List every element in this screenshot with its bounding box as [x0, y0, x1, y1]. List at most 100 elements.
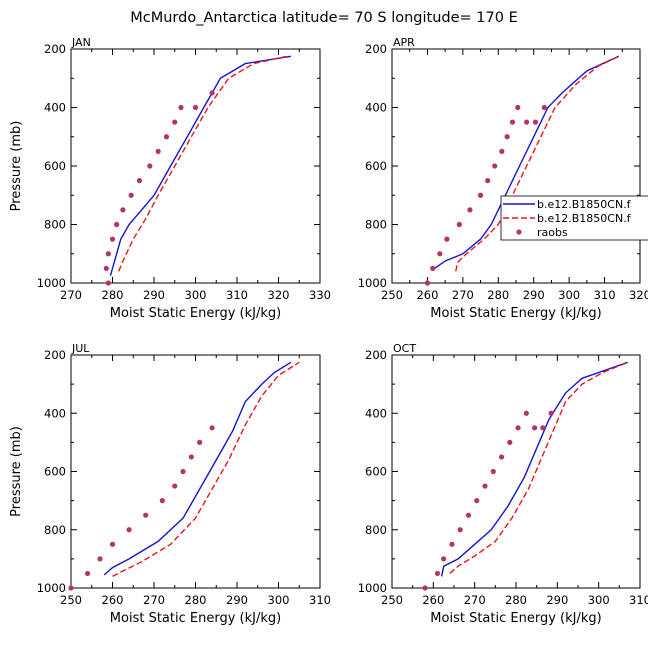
raobs-point — [209, 425, 215, 431]
raobs-point — [105, 280, 111, 286]
y-tick-label: 600 — [365, 465, 387, 479]
y-tick-label: 1000 — [358, 276, 387, 290]
raobs-point — [504, 134, 510, 140]
raobs-point — [540, 425, 546, 431]
raobs-point — [465, 512, 472, 518]
raobs-point — [499, 148, 505, 154]
raobs-point — [109, 236, 116, 242]
raobs-point — [515, 104, 521, 111]
model1-line — [434, 55, 619, 269]
raobs-point — [120, 207, 126, 213]
x-tick-label: 290 — [226, 593, 248, 607]
panel-oct: OCT 250 260 270 280 290 300 310 200 400 600 800 1000… — [358, 342, 648, 626]
x-tick-label: 310 — [226, 288, 248, 302]
plot-frame — [70, 48, 321, 284]
raobs-point — [509, 119, 516, 125]
panel-label: JAN — [71, 36, 91, 49]
plot-frame — [391, 354, 641, 589]
raobs-point — [103, 265, 109, 271]
raobs-point — [485, 178, 491, 184]
raobs-point — [532, 425, 538, 431]
raobs-point — [422, 585, 428, 591]
model2-line — [118, 55, 287, 272]
raobs-point — [457, 527, 463, 533]
x-tick-label: 280 — [102, 288, 124, 302]
x-tick-label: 290 — [523, 288, 545, 302]
raobs-point — [178, 104, 184, 111]
raobs-point — [424, 280, 431, 286]
raobs-point — [507, 439, 513, 445]
x-axis-label: Moist Static Energy (kJ/kg) — [430, 611, 601, 626]
x-axis-label: Moist Static Energy (kJ/kg) — [110, 611, 281, 626]
panel-label: APR — [393, 36, 415, 49]
x-tick-label: 300 — [268, 593, 290, 607]
y-tick-label: 1000 — [37, 276, 66, 290]
raobs-point — [180, 468, 186, 475]
plot-frame — [391, 48, 641, 284]
raobs-point — [532, 119, 539, 125]
panel-jul: JUL 250 260 270 280 290 300 310 200 400 600 800 1000… — [9, 342, 331, 626]
x-tick-label: 250 — [381, 593, 403, 607]
y-tick-label: 800 — [44, 218, 66, 232]
raobs-point — [143, 512, 149, 518]
raobs-point — [114, 221, 120, 228]
raobs-point — [155, 148, 161, 154]
raobs-point — [456, 221, 462, 228]
y-tick-label: 400 — [365, 101, 387, 115]
raobs-point — [97, 556, 103, 562]
raobs-point — [482, 483, 488, 489]
y-tick-label: 200 — [44, 42, 66, 56]
x-tick-label: 300 — [185, 288, 207, 302]
raobs-point — [441, 556, 447, 562]
x-tick-label: 280 — [185, 593, 207, 607]
y-tick-label: 600 — [44, 465, 66, 479]
x-tick-label: 310 — [594, 288, 616, 302]
y-tick-label: 400 — [44, 406, 66, 420]
raobs-point — [163, 134, 170, 140]
y-tick-label: 800 — [365, 218, 387, 232]
model2-line — [449, 361, 628, 574]
legend-label: raobs — [537, 226, 568, 239]
raobs-point — [515, 425, 521, 431]
legend-marker-raobs — [516, 229, 522, 235]
raobs-point — [188, 454, 194, 460]
raobs-point — [449, 541, 455, 547]
y-tick-label: 600 — [44, 159, 66, 173]
raobs-point — [524, 119, 530, 125]
x-tick-label: 330 — [309, 288, 331, 302]
y-tick-label: 200 — [365, 348, 387, 362]
y-tick-label: 800 — [44, 523, 66, 537]
x-axis-label: Moist Static Energy (kJ/kg) — [110, 306, 281, 321]
x-tick-label: 320 — [629, 288, 648, 302]
x-tick-label: 300 — [588, 593, 610, 607]
raobs-point — [467, 207, 473, 213]
raobs-point — [128, 192, 134, 198]
y-tick-label: 1000 — [37, 581, 66, 595]
x-tick-label: 300 — [558, 288, 580, 302]
raobs-point — [85, 570, 91, 577]
raobs-point — [492, 163, 498, 169]
raobs-point — [126, 527, 132, 533]
raobs-point — [434, 570, 441, 577]
panel-apr: APR 250 260 270 280 290 300 310 320 200 400 600 800 1… — [358, 36, 648, 321]
x-tick-label: 260 — [422, 593, 444, 607]
y-axis-label: Pressure (mb) — [9, 426, 24, 517]
raobs-point — [444, 236, 450, 242]
y-axis-label: Pressure (mb) — [9, 121, 24, 212]
x-tick-label: 250 — [60, 593, 82, 607]
x-tick-label: 260 — [416, 288, 438, 302]
raobs-point — [159, 498, 165, 504]
x-tick-label: 270 — [60, 288, 82, 302]
raobs-point — [209, 90, 215, 96]
raobs-point — [68, 585, 74, 591]
x-tick-label: 310 — [629, 593, 648, 607]
model2-line — [455, 55, 620, 272]
raobs-point — [498, 454, 505, 460]
y-tick-label: 200 — [44, 348, 66, 362]
raobs-point — [548, 410, 554, 416]
raobs-point — [105, 251, 111, 257]
y-tick-label: 800 — [365, 523, 387, 537]
plot-frame — [70, 354, 321, 589]
